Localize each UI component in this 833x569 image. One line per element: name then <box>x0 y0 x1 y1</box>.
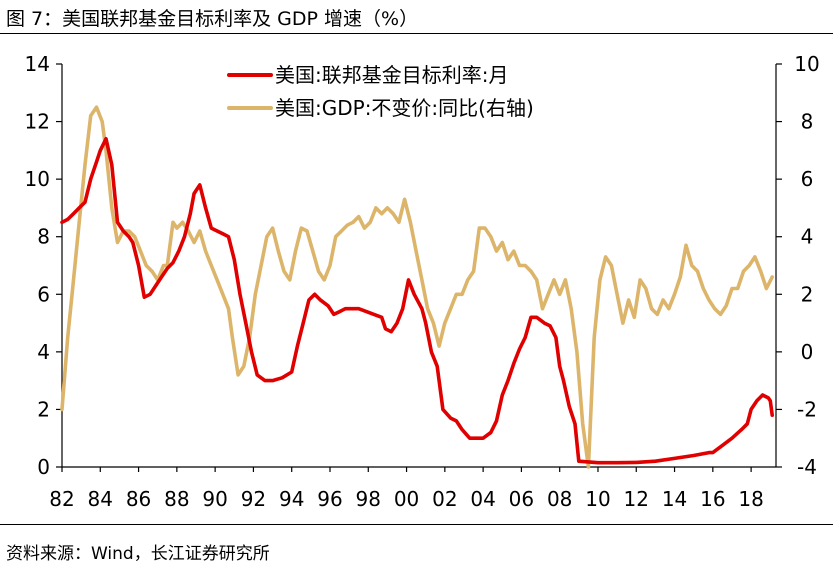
fed-funds-rate-line <box>60 137 775 465</box>
x-tick-label: 98 <box>356 487 381 511</box>
right-y-tick-label: 2 <box>801 282 814 306</box>
x-axis: 82 84 86 88 90 92 94 96 98 00 02 04 06 08 10 12 14 16 18 <box>49 467 764 511</box>
x-tick-label: 88 <box>164 487 189 511</box>
x-tick-label: 94 <box>279 487 304 511</box>
right-y-tick-label: 4 <box>801 225 814 249</box>
right-y-tick-label: 6 <box>801 167 814 191</box>
x-tick-label: 86 <box>126 487 151 511</box>
legend-label-gdp: 美国:GDP:不变价:同比(右轴) <box>275 96 534 120</box>
left-y-axis: 0 2 4 6 8 10 12 14 <box>25 52 62 479</box>
x-tick-label: 02 <box>432 487 457 511</box>
x-tick-label: 12 <box>624 487 649 511</box>
x-tick-label: 96 <box>317 487 342 511</box>
x-tick-label: 82 <box>49 487 74 511</box>
x-tick-label: 06 <box>509 487 534 511</box>
figure-title: 图 7：美国联邦基金目标利率及 GDP 增速（%） <box>6 8 419 30</box>
right-y-tick-label: 10 <box>794 52 819 76</box>
x-tick-label: 00 <box>394 487 419 511</box>
x-tick-label: 92 <box>241 487 266 511</box>
x-tick-label: 04 <box>470 487 495 511</box>
x-tick-label: 08 <box>547 487 572 511</box>
right-y-axis: -4 -2 0 2 4 6 8 10 <box>776 52 820 479</box>
x-tick-label: 16 <box>700 487 725 511</box>
left-y-tick-label: 2 <box>37 397 50 421</box>
x-tick-label: 84 <box>88 487 113 511</box>
right-y-tick-label: 8 <box>801 110 814 134</box>
right-y-tick-label: -4 <box>797 455 817 479</box>
left-y-tick-label: 0 <box>37 455 50 479</box>
title-divider <box>0 33 833 34</box>
left-y-tick-label: 12 <box>25 110 50 134</box>
x-tick-label: 90 <box>202 487 227 511</box>
left-y-tick-label: 10 <box>25 167 50 191</box>
gdp-growth-line <box>60 105 775 469</box>
left-y-tick-label: 6 <box>37 282 50 306</box>
figure-source: 资料来源：Wind，长江证券研究所 <box>6 544 270 564</box>
x-tick-label: 14 <box>662 487 687 511</box>
x-tick-label: 18 <box>738 487 763 511</box>
series-layer <box>60 105 775 469</box>
left-y-tick-label: 14 <box>25 52 50 76</box>
source-divider <box>0 524 833 525</box>
left-y-tick-label: 4 <box>37 340 50 364</box>
left-y-tick-label: 8 <box>37 225 50 249</box>
right-y-tick-label: -2 <box>797 397 817 421</box>
legend-label-fed-rate: 美国:联邦基金目标利率:月 <box>275 63 508 87</box>
right-y-tick-label: 0 <box>801 340 814 364</box>
chart-legend: 美国:联邦基金目标利率:月美国:GDP:不变价:同比(右轴) <box>227 63 534 120</box>
x-tick-label: 10 <box>585 487 610 511</box>
